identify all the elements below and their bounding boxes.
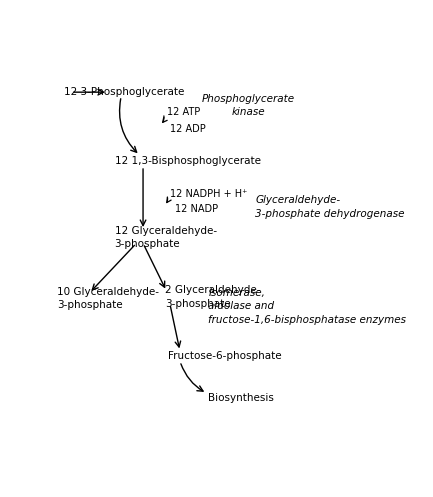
Text: Biosynthesis: Biosynthesis xyxy=(209,393,275,404)
Text: 12 NADPH + H⁺: 12 NADPH + H⁺ xyxy=(170,189,247,199)
Text: Isomerase,
aldolase and
fructose-1,6-bisphosphatase enzymes: Isomerase, aldolase and fructose-1,6-bis… xyxy=(209,288,407,325)
Text: 2 Glyceraldehyde-
3-phosphate: 2 Glyceraldehyde- 3-phosphate xyxy=(165,285,260,309)
Text: Fructose-6-phosphate: Fructose-6-phosphate xyxy=(168,351,282,361)
Text: 12 1,3-Bisphosphoglycerate: 12 1,3-Bisphosphoglycerate xyxy=(114,156,261,166)
Text: 12 Glyceraldehyde-
3-phosphate: 12 Glyceraldehyde- 3-phosphate xyxy=(114,226,216,249)
Text: 12 ATP: 12 ATP xyxy=(167,107,200,117)
Text: Glyceraldehyde-
3-phosphate dehydrogenase: Glyceraldehyde- 3-phosphate dehydrogenas… xyxy=(255,195,405,219)
Text: Phosphoglycerate
kinase: Phosphoglycerate kinase xyxy=(202,94,295,117)
Text: 10 Glyceraldehyde-
3-phosphate: 10 Glyceraldehyde- 3-phosphate xyxy=(58,287,159,311)
Text: 12 NADP: 12 NADP xyxy=(175,204,218,214)
Text: 12 3-Phosphoglycerate: 12 3-Phosphoglycerate xyxy=(64,87,184,97)
Text: 12 ADP: 12 ADP xyxy=(170,124,206,134)
